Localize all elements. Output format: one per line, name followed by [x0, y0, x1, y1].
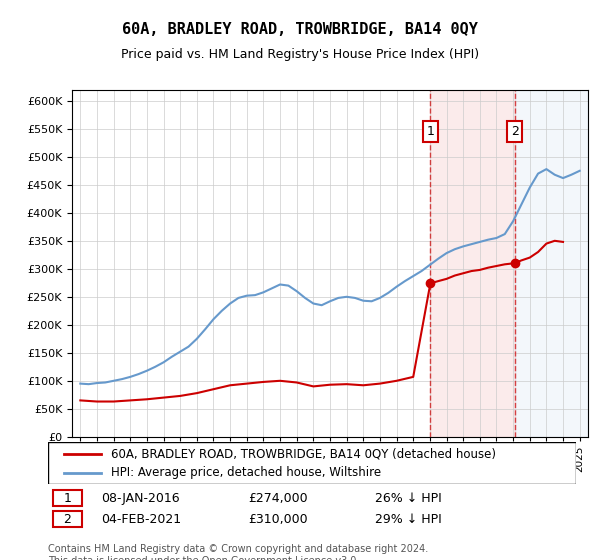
Text: 26% ↓ HPI: 26% ↓ HPI — [376, 492, 442, 505]
Text: 60A, BRADLEY ROAD, TROWBRIDGE, BA14 0QY (detached house): 60A, BRADLEY ROAD, TROWBRIDGE, BA14 0QY … — [112, 447, 496, 461]
Bar — [430, 90, 515, 437]
Text: £274,000: £274,000 — [248, 492, 308, 505]
Bar — [515, 90, 588, 437]
Text: 60A, BRADLEY ROAD, TROWBRIDGE, BA14 0QY: 60A, BRADLEY ROAD, TROWBRIDGE, BA14 0QY — [122, 22, 478, 38]
FancyBboxPatch shape — [53, 511, 82, 527]
Text: 1: 1 — [64, 492, 71, 505]
Text: £310,000: £310,000 — [248, 512, 308, 526]
Text: 04-FEB-2021: 04-FEB-2021 — [101, 512, 181, 526]
Text: Contains HM Land Registry data © Crown copyright and database right 2024.
This d: Contains HM Land Registry data © Crown c… — [48, 544, 428, 560]
Text: Price paid vs. HM Land Registry's House Price Index (HPI): Price paid vs. HM Land Registry's House … — [121, 48, 479, 60]
Text: 1: 1 — [427, 125, 434, 138]
Text: 2: 2 — [511, 125, 518, 138]
Text: 2: 2 — [64, 512, 71, 526]
Text: 29% ↓ HPI: 29% ↓ HPI — [376, 512, 442, 526]
Text: 08-JAN-2016: 08-JAN-2016 — [101, 492, 179, 505]
FancyBboxPatch shape — [53, 490, 82, 506]
Text: HPI: Average price, detached house, Wiltshire: HPI: Average price, detached house, Wilt… — [112, 466, 382, 479]
FancyBboxPatch shape — [48, 442, 576, 484]
